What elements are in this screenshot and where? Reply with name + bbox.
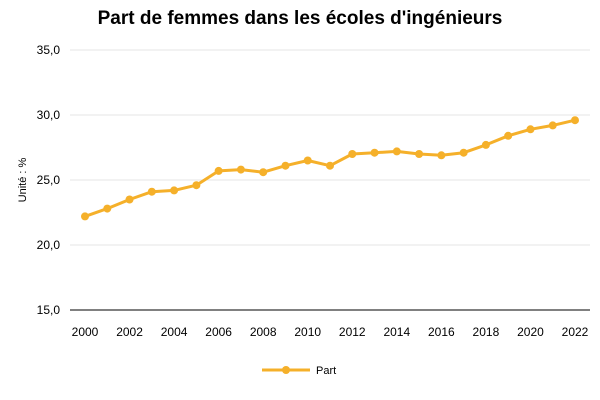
x-axis-tick-labels: 2000 2002 2004 2006 2008 2010 2012 2014 2016 2018… [72,325,589,339]
data-point [192,181,201,190]
data-point [125,195,134,204]
y-axis-title: Unité : % [17,157,29,202]
data-point [370,148,379,157]
x-tick-label: 2004 [161,325,188,339]
data-point [504,131,513,140]
data-point [259,168,268,177]
data-point [437,151,446,160]
y-tick-label: 25,0 [37,173,61,187]
x-tick-label: 2008 [250,325,277,339]
data-point [103,204,112,213]
y-tick-label: 15,0 [37,303,61,317]
x-tick-label: 2018 [473,325,500,339]
legend: Part [262,365,336,377]
data-point [526,125,535,134]
x-tick-label: 2022 [562,325,589,339]
x-tick-label: 2014 [383,325,410,339]
y-tick-label: 20,0 [37,238,61,252]
data-point [348,150,357,158]
y-axis-tick-labels: 15,0 20,0 25,0 30,0 35,0 [37,43,61,317]
legend-swatch-marker [282,366,290,374]
data-point [571,116,579,125]
data-point [81,212,89,221]
y-tick-label: 30,0 [37,108,61,122]
data-point [214,166,223,175]
data-point [303,156,312,165]
data-point [481,140,490,149]
x-tick-label: 2006 [205,325,232,339]
x-tick-label: 2002 [116,325,143,339]
y-tick-label: 35,0 [37,43,61,57]
data-point [281,161,290,170]
gridlines [70,49,590,246]
x-tick-label: 2012 [339,325,366,339]
legend-label-part: Part [316,365,336,377]
data-point [170,186,179,195]
data-point [326,161,334,170]
series-part [81,116,579,221]
x-tick-label: 2010 [294,325,321,339]
x-tick-label: 2000 [72,325,99,339]
data-point [236,165,245,174]
x-tick-label: 2016 [428,325,455,339]
x-tick-label: 2020 [517,325,544,339]
data-point [392,147,401,156]
chart-title: Part de femmes dans les écoles d'ingénie… [97,8,503,29]
data-point [147,187,156,196]
data-point [459,148,468,157]
data-point [415,150,424,158]
data-point [548,121,557,130]
